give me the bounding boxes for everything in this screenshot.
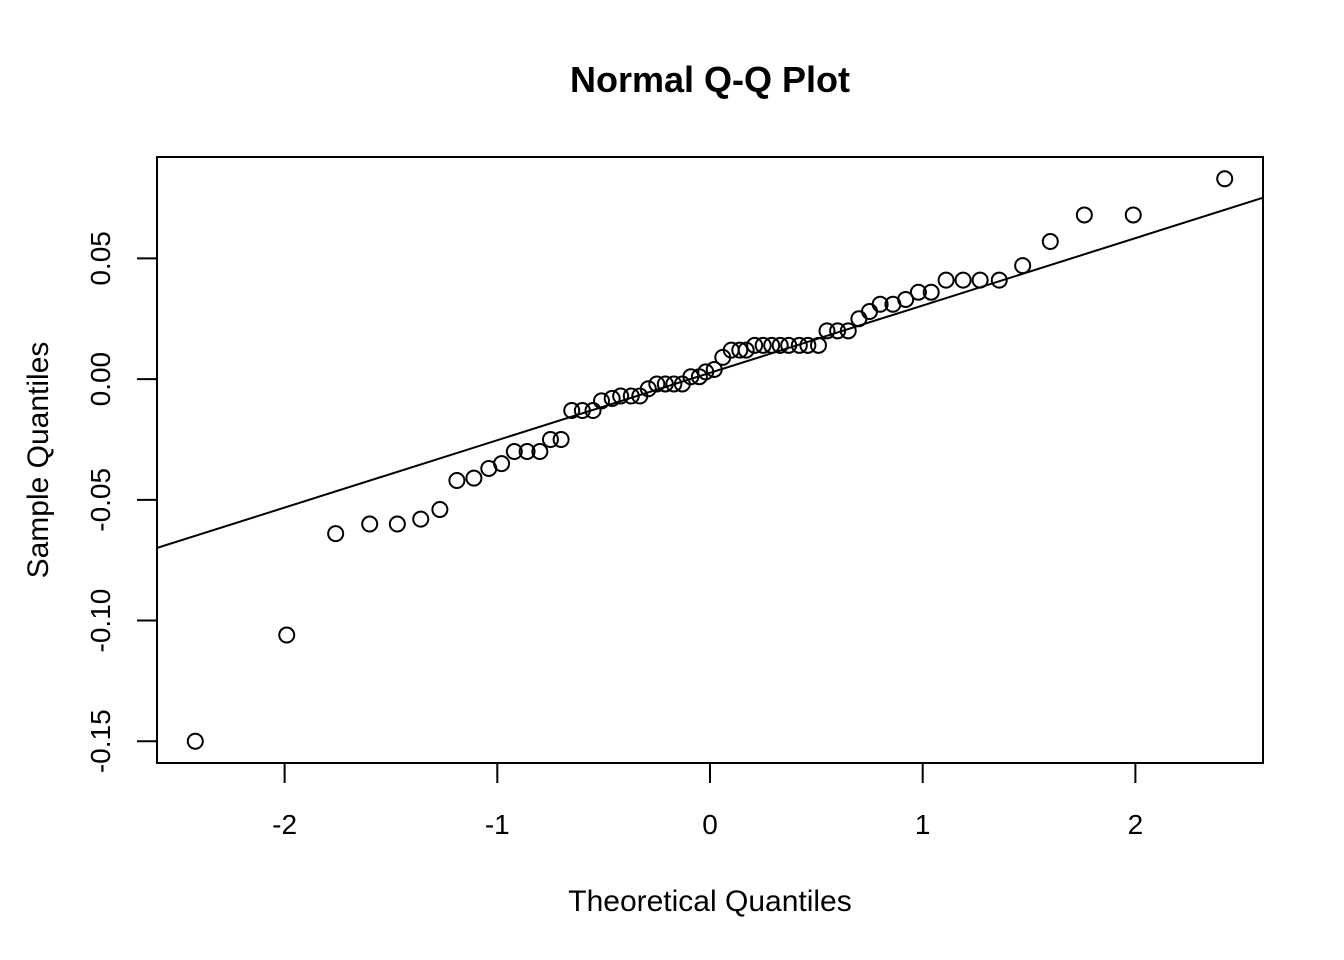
data-point [809, 336, 827, 354]
data-point [971, 271, 989, 289]
data-point [505, 443, 523, 461]
data-point [563, 402, 581, 420]
data-point [937, 271, 955, 289]
x-tick-label: 1 [915, 809, 931, 840]
data-point [818, 322, 836, 340]
data-point [593, 392, 611, 410]
data-point [493, 455, 511, 473]
data-point [705, 360, 723, 378]
data-point [771, 336, 789, 354]
plot-frame [156, 156, 1264, 764]
data-point [954, 271, 972, 289]
data-point [639, 380, 657, 398]
data-point [850, 310, 868, 328]
y-tick-label: -0.10 [85, 589, 116, 653]
data-point [799, 336, 817, 354]
data-point [584, 402, 602, 420]
data-point [448, 472, 466, 490]
data-point [518, 443, 536, 461]
data-point [388, 515, 406, 533]
data-point [1075, 206, 1093, 224]
chart-title: Normal Q-Q Plot [570, 59, 850, 100]
data-point [922, 283, 940, 301]
data-point [656, 375, 674, 393]
data-point [412, 510, 430, 528]
data-point [278, 626, 296, 644]
data-point [1014, 257, 1032, 275]
x-tick-label: 2 [1128, 809, 1144, 840]
data-point [573, 402, 591, 420]
data-point [871, 295, 889, 313]
data-point [465, 469, 483, 487]
x-axis: -2 -1 0 1 2 [272, 762, 1144, 840]
data-point [622, 387, 640, 405]
data-point [909, 283, 927, 301]
x-axis-label: Theoretical Quantiles [568, 885, 851, 918]
data-point [552, 430, 570, 448]
data-point [541, 430, 559, 448]
data-point [648, 375, 666, 393]
data-point [780, 336, 798, 354]
data-point [1041, 233, 1059, 251]
data-point [665, 375, 683, 393]
data-point [754, 336, 772, 354]
y-tick-label: -0.15 [85, 709, 116, 773]
data-point [861, 303, 879, 321]
data-point [531, 443, 549, 461]
data-point [361, 515, 379, 533]
x-tick-label: -2 [272, 809, 297, 840]
data-point [737, 341, 755, 359]
y-tick-label: 0.05 [85, 231, 116, 286]
data-point [1216, 170, 1234, 188]
y-tick-label: -0.05 [85, 468, 116, 532]
y-axis-label: Sample Quantiles [22, 342, 55, 579]
data-point [1124, 206, 1142, 224]
data-point [682, 368, 700, 386]
data-point [186, 732, 204, 750]
y-tick-label: 0.00 [85, 352, 116, 407]
data-point [327, 525, 345, 543]
data-point [612, 387, 630, 405]
data-point [763, 336, 781, 354]
x-tick-label: 0 [702, 809, 718, 840]
data-point [746, 336, 764, 354]
data-point [839, 322, 857, 340]
data-point [990, 271, 1008, 289]
plot-area [157, 170, 1263, 750]
data-point [697, 363, 715, 381]
data-point [790, 336, 808, 354]
x-tick-label: -1 [485, 809, 510, 840]
data-point [431, 500, 449, 518]
data-point [897, 290, 915, 308]
data-point [829, 322, 847, 340]
data-point [731, 341, 749, 359]
qq-reference-line [157, 196, 1263, 549]
data-point [603, 389, 621, 407]
y-axis: -0.15 -0.10 -0.05 0.00 0.05 [85, 231, 158, 773]
